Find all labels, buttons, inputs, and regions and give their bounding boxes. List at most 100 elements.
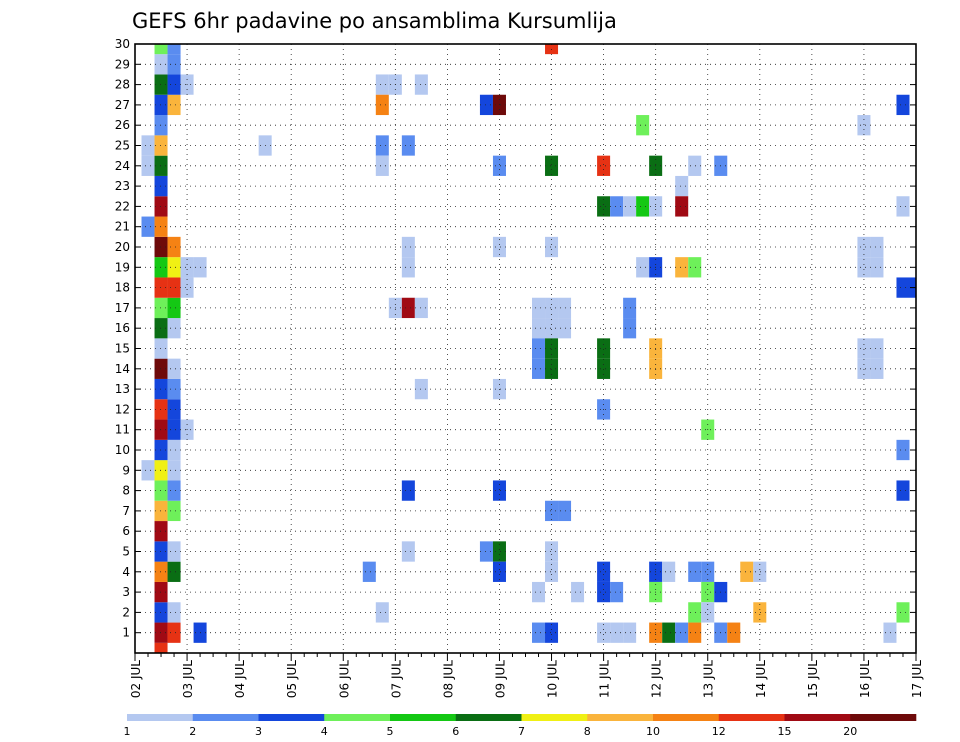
x-tick-label: 09 JUL	[493, 660, 507, 698]
colorbar-swatch	[258, 714, 325, 721]
x-axis: 02 JUL 03 JUL 04 JUL 05 JUL 06 JUL 07 JUL 08 J…	[129, 653, 924, 698]
heatmap-cell	[154, 94, 168, 116]
heatmap-cell	[597, 155, 611, 176]
heatmap-cell	[375, 135, 389, 156]
y-tick-label: 5	[122, 545, 130, 559]
heatmap-cell	[154, 216, 168, 237]
x-tick-label: 13 JUL	[702, 660, 716, 698]
heatmap-cell	[154, 642, 168, 653]
heatmap-cell	[688, 561, 702, 582]
heatmap-cell	[558, 297, 572, 319]
colorbar-swatch	[850, 714, 917, 721]
colorbar-swatch	[718, 714, 785, 721]
heatmap-cell	[597, 338, 611, 359]
y-tick-label: 3	[122, 585, 130, 599]
heatmap-cell	[141, 216, 155, 237]
heatmap-cell	[545, 500, 559, 522]
heatmap-cell	[154, 439, 168, 461]
heatmap-cell	[662, 622, 676, 643]
heatmap-cell	[545, 318, 559, 339]
heatmap-cell	[154, 338, 168, 359]
heatmap-cell	[623, 196, 637, 217]
y-tick-label: 30	[115, 37, 130, 51]
heatmap-cell	[870, 358, 884, 379]
heatmap-cell	[141, 460, 155, 481]
y-tick-label: 11	[115, 423, 130, 437]
heatmap-cell	[154, 175, 168, 197]
y-tick-label: 27	[115, 98, 130, 112]
heatmap-cell	[896, 480, 910, 501]
heatmap-cell	[154, 236, 168, 258]
heatmap-cell	[675, 257, 689, 278]
heatmap-cell	[870, 257, 884, 278]
y-tick-label: 7	[122, 504, 130, 518]
heatmap-cell	[375, 74, 389, 95]
colorbar-swatch	[587, 714, 654, 721]
y-tick-label: 6	[122, 524, 130, 538]
heatmap-cell	[167, 500, 181, 522]
heatmap-cell	[701, 602, 715, 623]
heatmap-cell	[167, 358, 181, 379]
heatmap-cell	[167, 74, 181, 95]
heatmap-cell	[532, 622, 546, 643]
y-tick-label: 10	[115, 443, 130, 457]
colorbar-label: 15	[778, 725, 792, 738]
heatmap-cell	[401, 541, 415, 562]
heatmap-cell	[167, 460, 181, 481]
heatmap-cell	[896, 602, 910, 623]
colorbar-label: 6	[452, 725, 459, 738]
heatmap-cell	[623, 622, 637, 643]
x-tick-label: 16 JUL	[858, 660, 872, 698]
colorbar-swatch	[455, 714, 522, 721]
heatmap-cell	[727, 622, 741, 643]
heatmap-cell	[545, 561, 559, 582]
colorbar-swatch	[521, 714, 588, 721]
heatmap-cell	[545, 541, 559, 562]
heatmap-cell	[688, 622, 702, 643]
heatmap-cell	[675, 622, 689, 643]
heatmap-cell	[141, 155, 155, 176]
heatmap-cell	[883, 622, 897, 643]
heatmap-cell	[154, 155, 168, 176]
heatmap-cell	[154, 500, 168, 522]
heatmap-cell	[479, 541, 493, 562]
heatmap-cell	[167, 419, 181, 440]
heatmap-cell	[167, 399, 181, 420]
heatmap-cell	[401, 236, 415, 258]
heatmap-cell	[401, 257, 415, 278]
heatmap-cell	[154, 602, 168, 623]
heatmap-cell	[857, 358, 871, 379]
heatmap-cell	[154, 378, 168, 400]
y-tick-label: 23	[115, 179, 130, 193]
heatmap-cell	[492, 155, 506, 176]
heatmap-cell	[492, 541, 506, 562]
heatmap-cell	[558, 318, 572, 339]
heatmap-cell	[623, 297, 637, 319]
colorbar-label: 10	[646, 725, 660, 738]
x-tick-label: 04 JUL	[233, 660, 247, 698]
y-tick-label: 17	[115, 301, 130, 315]
heatmap-cell	[167, 318, 181, 339]
heatmap-cell	[623, 318, 637, 339]
heatmap-cell	[558, 500, 572, 522]
heatmap-cell	[532, 338, 546, 359]
heatmap-cell	[375, 94, 389, 116]
colorbar-label: 5	[387, 725, 394, 738]
heatmap-cell	[597, 358, 611, 379]
heatmap-cell	[414, 297, 428, 319]
heatmap-cell	[375, 155, 389, 176]
heatmap-cell	[180, 257, 194, 278]
y-tick-label: 9	[122, 463, 130, 477]
colorbar-swatch	[324, 714, 391, 721]
heatmap-cell	[492, 480, 506, 501]
y-tick-label: 8	[122, 484, 130, 498]
y-tick-label: 4	[122, 565, 130, 579]
heatmap-cell	[675, 175, 689, 197]
x-tick-label: 03 JUL	[181, 660, 195, 698]
heatmap-cell	[401, 480, 415, 501]
heatmap-cell	[896, 277, 910, 298]
colorbar-swatch	[127, 714, 194, 721]
y-tick-label: 25	[115, 139, 130, 153]
heatmap-cell	[662, 561, 676, 582]
colorbar-swatch	[390, 714, 457, 721]
